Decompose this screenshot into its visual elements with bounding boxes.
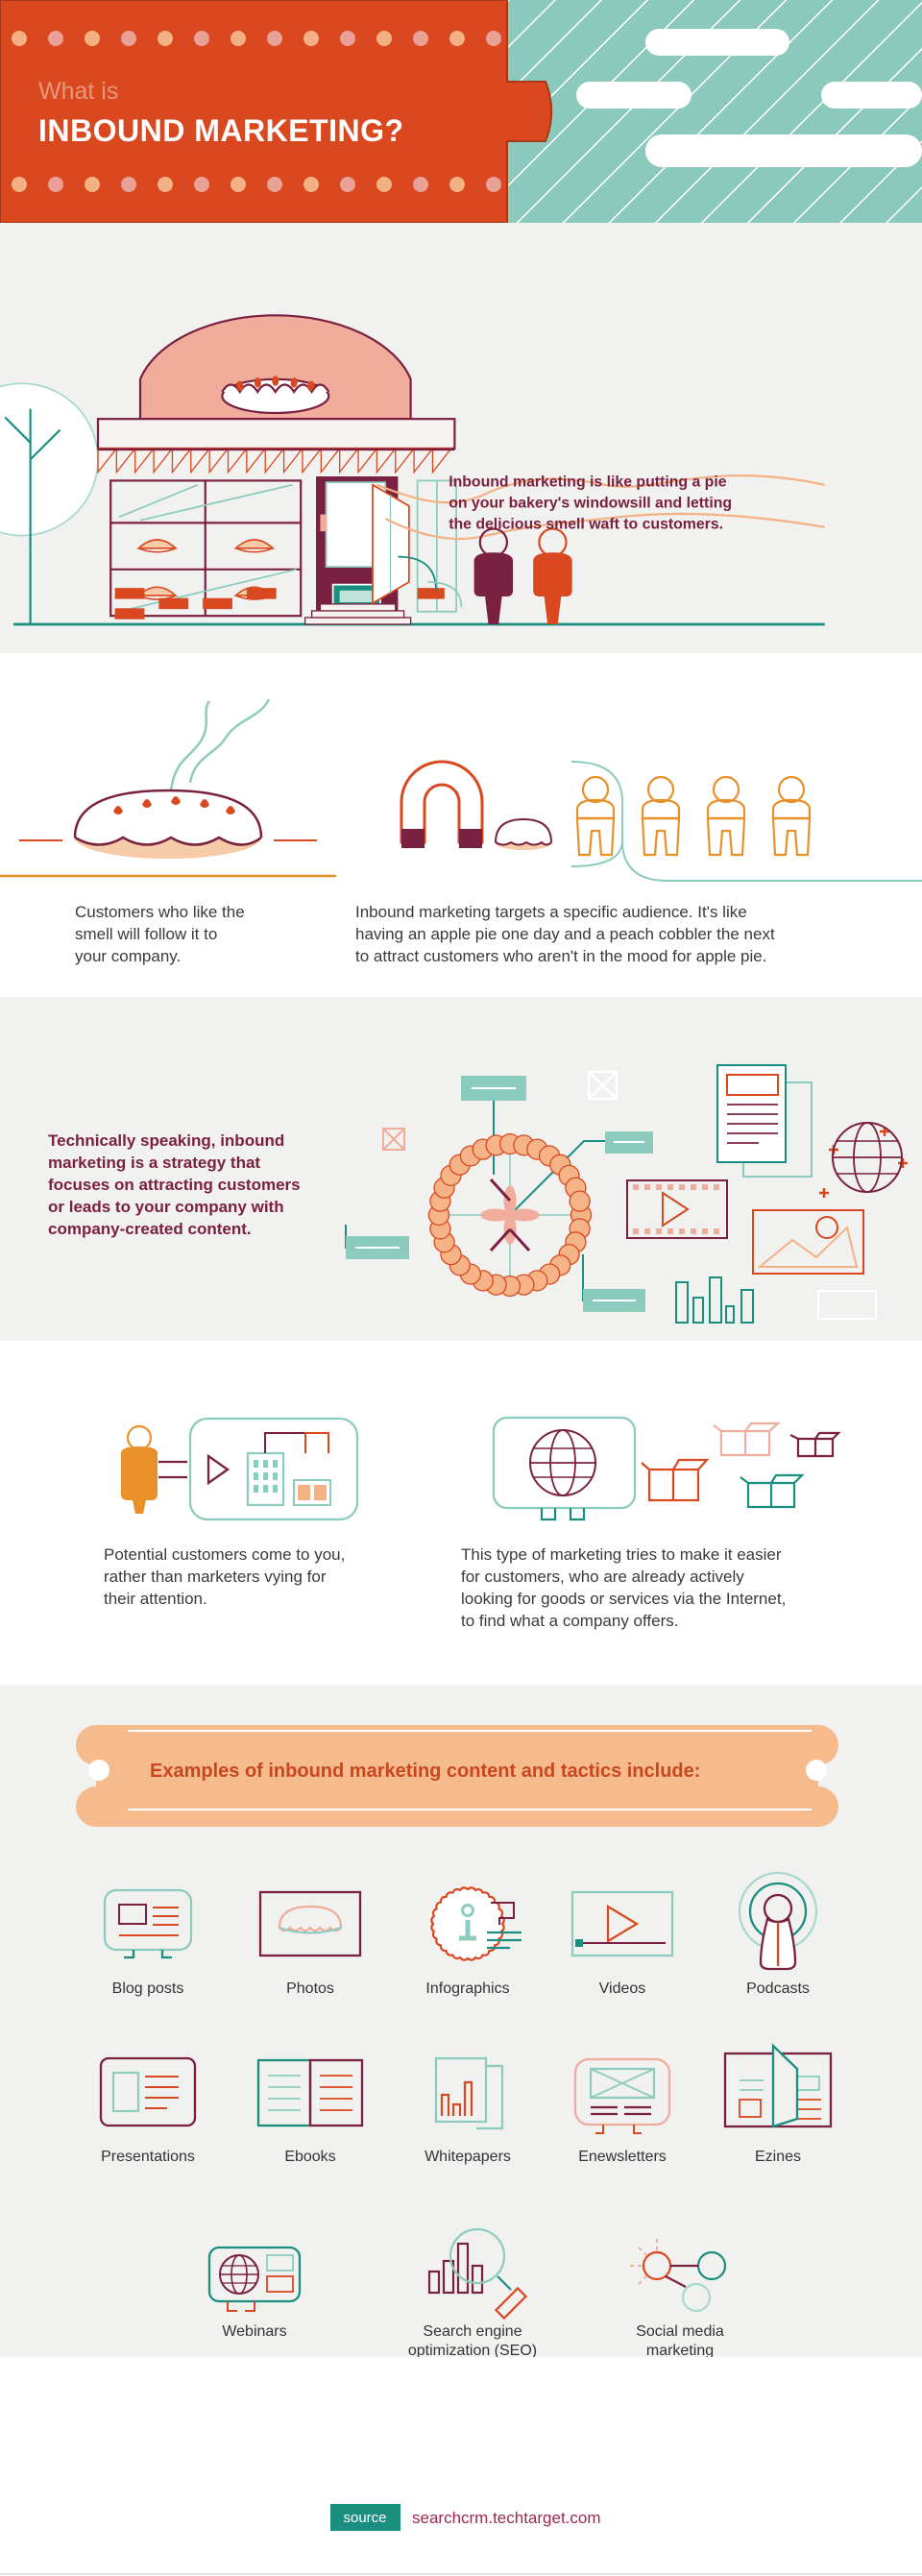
svg-text:Technically speaking, inbound: Technically speaking, inbound: [48, 1131, 284, 1150]
svg-text:Inbound marketing is like putt: Inbound marketing is like putting a pie: [449, 474, 727, 491]
svg-text:source: source: [343, 2510, 386, 2526]
svg-text:Webinars: Webinars: [222, 2323, 286, 2340]
svg-text:Whitepapers: Whitepapers: [425, 2149, 511, 2165]
svg-text:Search engine: Search engine: [423, 2323, 522, 2340]
svg-text:Videos: Videos: [599, 1981, 646, 1997]
svg-text:on your bakery's windowsill an: on your bakery's windowsill and letting: [449, 496, 732, 512]
svg-text:Photos: Photos: [286, 1981, 334, 1997]
svg-text:the delicious smell waft to cu: the delicious smell waft to customers.: [449, 517, 723, 533]
svg-text:Podcasts: Podcasts: [746, 1981, 810, 1997]
svg-text:Potential customers come to yo: Potential customers come to you,: [104, 1545, 345, 1564]
svg-text:for customers, who are already: for customers, who are already actively: [461, 1567, 744, 1586]
svg-text:Customers who like the: Customers who like the: [75, 903, 245, 921]
svg-text:looking for goods or services: looking for goods or services via the In…: [461, 1590, 786, 1608]
svg-text:What is: What is: [38, 78, 118, 105]
svg-text:INBOUND MARKETING?: INBOUND MARKETING?: [38, 113, 404, 148]
svg-text:to attract customers who aren': to attract customers who aren't in the m…: [355, 947, 766, 965]
svg-text:focuses on attracting customer: focuses on attracting customers: [48, 1176, 301, 1194]
svg-text:marketing: marketing: [646, 2343, 714, 2357]
svg-text:This type of marketing tries t: This type of marketing tries to make it …: [461, 1545, 782, 1564]
svg-text:searchcrm.techtarget.com: searchcrm.techtarget.com: [412, 2509, 601, 2527]
svg-text:Inbound marketing targets a sp: Inbound marketing targets a specific aud…: [355, 903, 747, 921]
svg-text:marketing is a strategy that: marketing is a strategy that: [48, 1154, 260, 1172]
svg-text:to find what a company offers.: to find what a company offers.: [461, 1612, 678, 1630]
svg-text:rather than marketers vying fo: rather than marketers vying for: [104, 1567, 327, 1586]
svg-text:your company.: your company.: [75, 947, 181, 965]
svg-text:Ebooks: Ebooks: [284, 2149, 335, 2165]
svg-text:Blog posts: Blog posts: [112, 1981, 184, 1997]
svg-text:or leads to your company with: or leads to your company with: [48, 1198, 284, 1216]
svg-text:smell will follow it to: smell will follow it to: [75, 925, 217, 943]
svg-text:optimization (SEO): optimization (SEO): [408, 2343, 537, 2357]
svg-text:Ezines: Ezines: [755, 2149, 801, 2165]
svg-text:Infographics: Infographics: [425, 1981, 509, 1997]
svg-text:Examples of inbound marketing: Examples of inbound marketing content an…: [150, 1761, 700, 1782]
svg-text:Social media: Social media: [636, 2323, 724, 2340]
svg-text:their attention.: their attention.: [104, 1590, 207, 1608]
svg-text:having an apple pie one day an: having an apple pie one day and a peach …: [355, 925, 775, 943]
svg-text:company-created content.: company-created content.: [48, 1220, 252, 1238]
svg-text:Presentations: Presentations: [101, 2149, 195, 2165]
svg-text:Enewsletters: Enewsletters: [578, 2149, 667, 2165]
